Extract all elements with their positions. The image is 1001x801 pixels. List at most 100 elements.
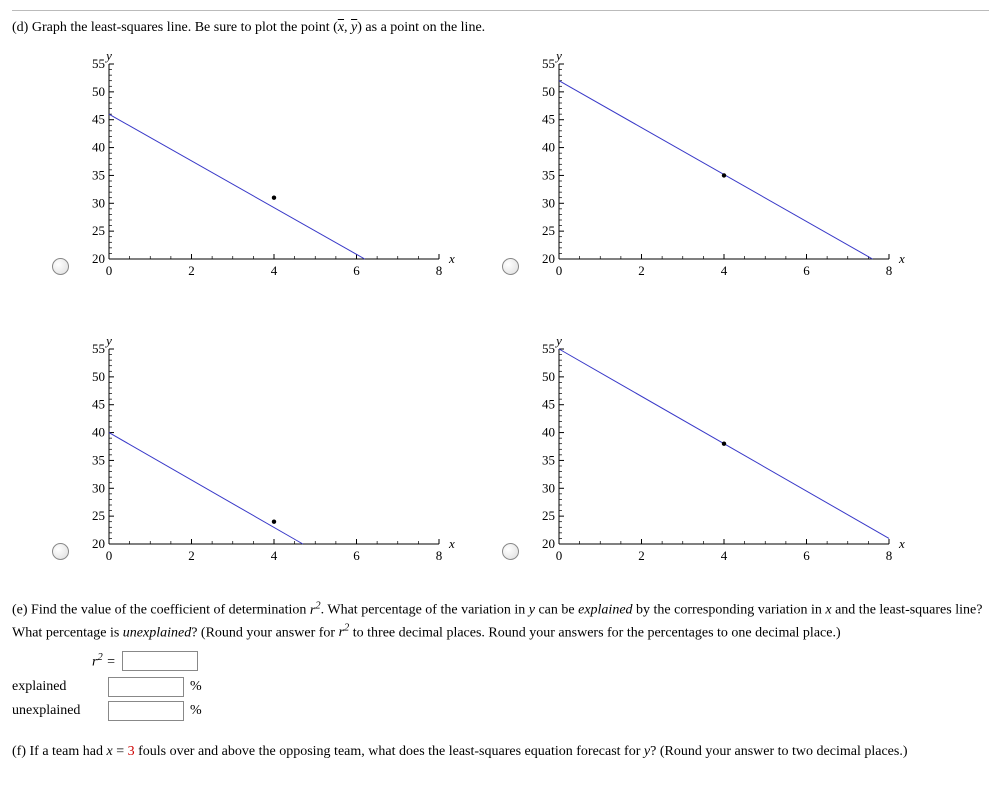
svg-text:y: y xyxy=(104,48,112,63)
svg-text:8: 8 xyxy=(886,548,893,563)
radio-option-2[interactable] xyxy=(502,258,519,275)
svg-text:50: 50 xyxy=(92,84,105,99)
chart-options-grid: 202530354045505502468yx 2025303540455055… xyxy=(52,48,989,568)
part-d-label: (d) xyxy=(12,20,28,35)
part-f: (f) If a team had x = 3 fouls over and a… xyxy=(12,741,989,762)
chart-2: 202530354045505502468yx xyxy=(529,48,909,283)
r2-input-label: r2 = xyxy=(92,652,116,671)
part-e-t6: ? (Round your answer for xyxy=(191,625,338,640)
svg-text:6: 6 xyxy=(353,263,360,278)
chart-option-3: 202530354045505502468yx xyxy=(52,333,472,568)
part-e-t1: Find the value of the coefficient of det… xyxy=(31,603,310,618)
svg-text:6: 6 xyxy=(803,263,810,278)
unexplained-word: unexplained xyxy=(123,625,191,640)
r2-symbol: r2 xyxy=(310,603,321,618)
part-d-prompt: (d) Graph the least-squares line. Be sur… xyxy=(12,17,989,38)
svg-text:55: 55 xyxy=(92,56,105,71)
svg-text:25: 25 xyxy=(92,508,105,523)
chart-3: 202530354045505502468yx xyxy=(79,333,459,568)
part-e-prompt: (e) Find the value of the coefficient of… xyxy=(12,598,989,643)
unexplained-row: unexplained % xyxy=(12,701,989,721)
svg-text:0: 0 xyxy=(556,263,563,278)
explained-row: explained % xyxy=(12,677,989,697)
svg-text:35: 35 xyxy=(92,452,105,467)
part-f-t2: fouls over and above the opposing team, … xyxy=(135,744,644,759)
part-e-label: (e) xyxy=(12,603,28,618)
svg-text:0: 0 xyxy=(106,263,113,278)
svg-text:55: 55 xyxy=(542,56,555,71)
part-f-label: (f) xyxy=(12,744,26,759)
chart-option-4: 202530354045505502468yx xyxy=(502,333,922,568)
value-3: 3 xyxy=(128,744,135,759)
explained-label: explained xyxy=(12,679,102,695)
comma: , xyxy=(344,20,351,35)
svg-text:25: 25 xyxy=(542,223,555,238)
svg-text:6: 6 xyxy=(353,548,360,563)
svg-text:35: 35 xyxy=(542,452,555,467)
svg-text:30: 30 xyxy=(92,480,105,495)
svg-text:2: 2 xyxy=(638,263,645,278)
part-d: (d) Graph the least-squares line. Be sur… xyxy=(12,17,989,568)
svg-text:30: 30 xyxy=(92,195,105,210)
svg-text:35: 35 xyxy=(92,167,105,182)
svg-text:4: 4 xyxy=(271,548,278,563)
svg-text:40: 40 xyxy=(92,140,105,155)
svg-text:55: 55 xyxy=(92,341,105,356)
chart-option-2: 202530354045505502468yx xyxy=(502,48,922,283)
svg-text:45: 45 xyxy=(92,397,105,412)
svg-text:20: 20 xyxy=(92,536,105,551)
part-d-text-1: Graph the least-squares line. Be sure to… xyxy=(32,20,338,35)
r2-symbol-2: r2 xyxy=(339,625,350,640)
unexplained-input[interactable] xyxy=(108,701,184,721)
chart-option-1: 20 25 30 35 40 45 50 55 0 2 4 6 8 y x xyxy=(52,48,472,283)
svg-text:x: x xyxy=(898,536,905,551)
explained-input[interactable] xyxy=(108,677,184,697)
svg-text:8: 8 xyxy=(436,548,443,563)
r2-input-row: r2 = xyxy=(92,651,989,671)
svg-text:0: 0 xyxy=(106,548,113,563)
svg-text:0: 0 xyxy=(556,548,563,563)
svg-text:6: 6 xyxy=(803,548,810,563)
svg-text:45: 45 xyxy=(542,112,555,127)
svg-text:x: x xyxy=(898,251,905,266)
chart-4: 202530354045505502468yx xyxy=(529,333,909,568)
svg-text:50: 50 xyxy=(542,369,555,384)
part-e-t2: . What percentage of the variation in xyxy=(321,603,529,618)
svg-text:x: x xyxy=(448,251,455,266)
svg-text:2: 2 xyxy=(188,548,195,563)
part-e-t4: by the corresponding variation in xyxy=(633,603,826,618)
part-e-t7: to three decimal places. Round your answ… xyxy=(349,625,840,640)
part-e: (e) Find the value of the coefficient of… xyxy=(12,598,989,721)
svg-text:y: y xyxy=(554,48,562,63)
percent-2: % xyxy=(190,703,202,719)
svg-text:8: 8 xyxy=(436,263,443,278)
svg-text:y: y xyxy=(104,333,112,348)
svg-text:40: 40 xyxy=(542,140,555,155)
svg-text:55: 55 xyxy=(542,341,555,356)
r2-input[interactable] xyxy=(122,651,198,671)
part-e-t3: can be xyxy=(535,603,578,618)
svg-text:40: 40 xyxy=(542,425,555,440)
svg-text:20: 20 xyxy=(92,251,105,266)
svg-text:4: 4 xyxy=(721,263,728,278)
radio-option-3[interactable] xyxy=(52,543,69,560)
svg-text:30: 30 xyxy=(542,480,555,495)
svg-text:2: 2 xyxy=(638,548,645,563)
svg-text:20: 20 xyxy=(542,251,555,266)
equals: = xyxy=(113,744,128,759)
radio-option-4[interactable] xyxy=(502,543,519,560)
radio-option-1[interactable] xyxy=(52,258,69,275)
svg-text:45: 45 xyxy=(542,397,555,412)
part-f-prompt: (f) If a team had x = 3 fouls over and a… xyxy=(12,741,989,762)
svg-text:4: 4 xyxy=(271,263,278,278)
svg-text:25: 25 xyxy=(92,223,105,238)
svg-text:30: 30 xyxy=(542,195,555,210)
unexplained-label: unexplained xyxy=(12,703,102,719)
svg-text:y: y xyxy=(554,333,562,348)
svg-text:8: 8 xyxy=(886,263,893,278)
part-d-text-2: ) as a point on the line. xyxy=(357,20,485,35)
svg-text:45: 45 xyxy=(92,112,105,127)
svg-text:4: 4 xyxy=(721,548,728,563)
svg-text:2: 2 xyxy=(188,263,195,278)
svg-text:35: 35 xyxy=(542,167,555,182)
